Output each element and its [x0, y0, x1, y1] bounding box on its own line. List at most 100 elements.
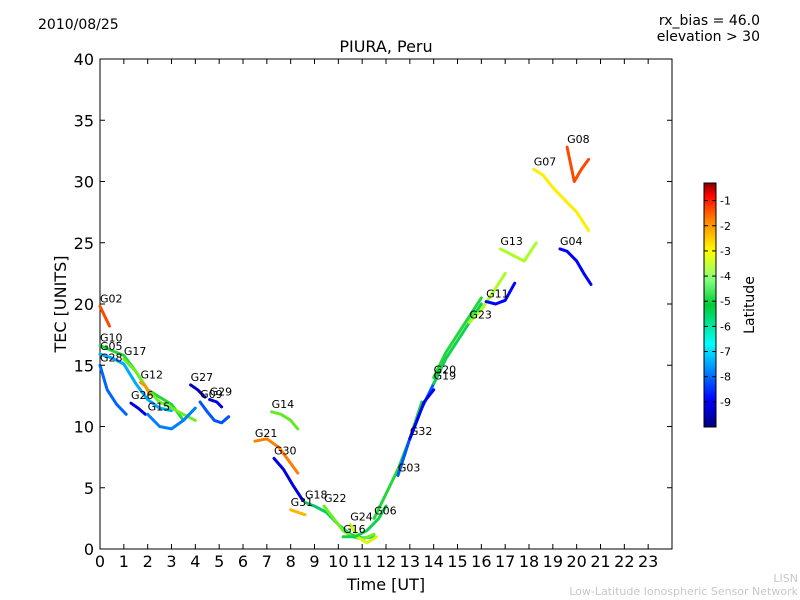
x-tick-label: 20 [566, 552, 586, 571]
colorbar-tick-label: -7 [720, 346, 731, 359]
colorbar-tick-label: -8 [720, 371, 731, 384]
satellite-label-g21: G21 [255, 427, 278, 440]
series-line-g24 [348, 523, 378, 545]
series-line-g14 [270, 410, 300, 431]
series-line-g21 [253, 437, 300, 475]
satellite-label-g04: G04 [560, 235, 583, 248]
satellite-label-g30: G30 [274, 444, 297, 457]
x-tick-label: 21 [590, 552, 610, 571]
x-tick-label: 7 [262, 552, 272, 571]
footer-credit: LISN Low-Latitude Ionospheric Sensor Net… [569, 572, 798, 598]
series-line-g15 [146, 406, 197, 431]
series-line-g13 [498, 241, 538, 263]
series-line-g26 [129, 401, 147, 416]
x-tick-label: 9 [309, 552, 319, 571]
x-tick-label: 8 [286, 552, 296, 571]
x-tick-label: 15 [447, 552, 467, 571]
plot-area [99, 58, 673, 550]
x-tick-label: 5 [214, 552, 224, 571]
series-line-g28 [98, 363, 128, 416]
series-line-g04 [558, 247, 593, 286]
series-line-g29 [208, 398, 224, 409]
x-tick-label: 13 [400, 552, 420, 571]
series-line-g05 [98, 352, 173, 413]
satellite-label-g31: G31 [291, 496, 314, 509]
series-line-g32 [408, 388, 436, 441]
y-tick-label: 30 [74, 173, 94, 192]
x-tick-label: 1 [119, 552, 129, 571]
plot-parameters: rx_bias = 46.0 elevation > 30 [657, 13, 760, 45]
satellite-label-g32: G32 [410, 425, 433, 438]
satellite-label-g23: G23 [469, 308, 492, 321]
satellite-label-g17: G17 [124, 345, 147, 358]
y-tick-label: 20 [74, 295, 94, 314]
satellite-label-g08: G08 [567, 133, 590, 146]
colorbar-ticks: -1 -2 -3 -4 -5 -6 -7 -8 -9 [704, 195, 731, 409]
satellite-label-g19: G19 [434, 370, 457, 383]
satellite-label-g28: G28 [100, 351, 123, 364]
satellite-label-g14: G14 [272, 398, 295, 411]
colorbar-tick-label: -3 [720, 245, 731, 258]
colorbar-tick-label: -6 [720, 320, 731, 333]
footer-org-short: LISN [773, 572, 798, 585]
satellite-label-g10: G10 [100, 332, 123, 345]
x-tick-label: 18 [519, 552, 539, 571]
series-line-g31 [289, 508, 307, 517]
satellite-label-g26: G26 [131, 389, 154, 402]
footer-org-long: Low-Latitude Ionospheric Sensor Network [569, 585, 798, 598]
y-axis-label: TEC [UNITS] [51, 256, 70, 354]
colorbar [703, 182, 717, 428]
x-tick-label: 22 [614, 552, 634, 571]
series-line-g20 [432, 296, 483, 379]
satellite-label-g18: G18 [305, 488, 328, 501]
rx-bias-label: rx_bias = 46.0 [658, 13, 760, 29]
series-line-g02 [98, 304, 111, 328]
y-tick-label: 0 [84, 540, 94, 559]
y-tick-label: 40 [74, 50, 94, 69]
satellite-label-g29: G29 [210, 386, 233, 399]
satellite-label-g20: G20 [434, 364, 457, 377]
y-tick-label: 10 [74, 418, 94, 437]
satellite-label-g06: G06 [374, 504, 397, 517]
colorbar-tick-label: -2 [720, 220, 731, 233]
x-tick-label: 19 [543, 552, 563, 571]
satellite-label-g09: G09 [200, 388, 223, 401]
y-tick-label: 25 [74, 234, 94, 253]
satellite-label-g24: G24 [350, 511, 373, 524]
satellite-label-g07: G07 [534, 155, 557, 168]
colorbar-tick-label: -1 [720, 195, 731, 208]
satellite-label-g03: G03 [398, 462, 421, 475]
series-line-g16 [341, 504, 388, 539]
x-tick-label: 10 [328, 552, 348, 571]
x-tick-label: 14 [423, 552, 443, 571]
x-tick-label: 4 [190, 552, 200, 571]
x-tick-label: 16 [471, 552, 491, 571]
x-tick-label: 6 [238, 552, 248, 571]
series-line-g30 [272, 456, 305, 502]
x-tick-label: 12 [376, 552, 396, 571]
series-line-g22 [322, 504, 376, 541]
series-line-g12 [139, 380, 152, 397]
satellite-label-g27: G27 [191, 371, 214, 384]
y-tick-label: 15 [74, 356, 94, 375]
x-tick-label: 17 [495, 552, 515, 571]
date-label: 2010/08/25 [38, 17, 119, 33]
satellite-label-g13: G13 [500, 235, 523, 248]
satellite-label-g16: G16 [343, 523, 366, 536]
x-tick-label: 11 [352, 552, 372, 571]
x-tick-label: 2 [143, 552, 153, 571]
satellite-label-g02: G02 [100, 292, 123, 305]
series-line-g07 [532, 167, 591, 232]
satellite-label-g05: G05 [100, 340, 123, 353]
series-line-g17 [122, 357, 197, 422]
x-tick-label: 23 [638, 552, 658, 571]
series-line-g27 [189, 383, 207, 399]
x-tick-label: 3 [166, 552, 176, 571]
chart-title: PIURA, Peru [339, 37, 433, 56]
satellite-label-g15: G15 [148, 400, 171, 413]
y-axis: 0 5 10 15 20 25 30 35 40 [74, 50, 672, 559]
elevation-label: elevation > 30 [656, 29, 760, 45]
colorbar-tick-label: -4 [720, 270, 731, 283]
